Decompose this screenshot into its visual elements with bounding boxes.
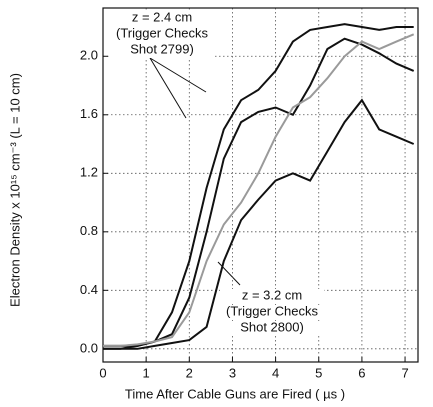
y-tick-label: 1.6 [80, 106, 98, 121]
annotation: z = 3.2 cm [242, 287, 302, 302]
annotation-bg [110, 11, 214, 26]
data-line [103, 33, 415, 347]
annotation: Shot 2800) [240, 319, 304, 334]
arrow [149, 57, 207, 93]
y-tick-label: 1.2 [80, 165, 98, 180]
x-tick-label: 2 [186, 365, 193, 380]
x-tick-label: 1 [143, 365, 150, 380]
annotation-bg [220, 305, 324, 320]
arrow [149, 57, 187, 119]
x-tick-label: 7 [401, 365, 408, 380]
plot-frame [102, 7, 419, 363]
x-tick-label: 3 [229, 365, 236, 380]
annotation-bg [110, 43, 214, 58]
y-tick-label: 2.0 [80, 48, 98, 63]
annotation-bg [220, 321, 324, 336]
annotation-bg [110, 27, 214, 42]
annotation: Shot 2799) [130, 41, 194, 56]
x-tick-label: 5 [315, 365, 322, 380]
annotation: z = 2.4 cm [132, 9, 192, 24]
annotation-arrows [149, 57, 241, 286]
y-axis-label: Electron Density x 10¹⁵ cm⁻³ (L = 10 cm) [7, 73, 22, 307]
annotation: (Trigger Checks [116, 25, 208, 40]
data-line [103, 98, 415, 350]
annotation: (Trigger Checks [226, 303, 318, 318]
y-tick-label: 0.4 [80, 282, 98, 297]
x-tick-label: 6 [358, 365, 365, 380]
x-axis-label: Time After Cable Guns are Fired ( µs ) [125, 386, 345, 401]
y-tick-label: 0.8 [80, 223, 98, 238]
y-tick-label: 0.0 [80, 340, 98, 355]
x-tick-label: 4 [272, 365, 279, 380]
annotation-bg [220, 289, 324, 304]
x-tick-label: 0 [99, 365, 106, 380]
